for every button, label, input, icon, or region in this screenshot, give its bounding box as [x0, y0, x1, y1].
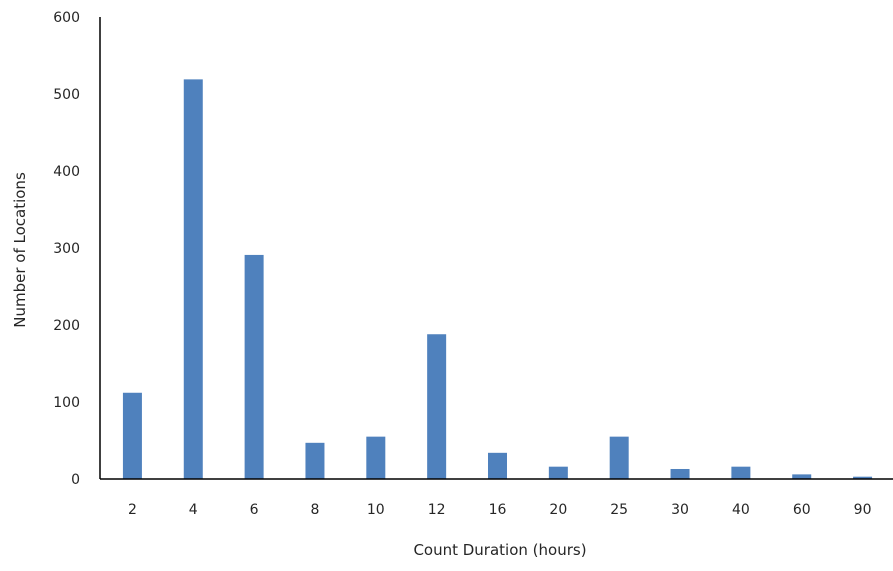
- x-tick-label: 6: [250, 502, 259, 518]
- y-tick-label: 600: [53, 10, 80, 26]
- x-tick-label: 12: [428, 502, 446, 518]
- bar: [244, 254, 264, 479]
- x-axis-tick-labels: 2 4 6 8 10 12 16 20 25 30 40 60 90: [128, 502, 872, 518]
- x-tick-label: 8: [311, 502, 320, 518]
- bar: [366, 436, 386, 479]
- x-tick-label: 60: [793, 502, 811, 518]
- bar: [548, 466, 568, 479]
- bar: [183, 79, 203, 480]
- y-tick-label: 0: [71, 472, 80, 488]
- axes: [99, 17, 893, 480]
- bar: [853, 476, 873, 479]
- x-tick-label: 90: [854, 502, 872, 518]
- y-axis-title: Number of Locations: [11, 172, 29, 328]
- bar: [427, 334, 447, 479]
- x-tick-label: 30: [671, 502, 689, 518]
- y-axis-tick-labels: 0 100 200 300 400 500 600: [53, 10, 80, 488]
- x-tick-label: 4: [189, 502, 198, 518]
- x-tick-label: 20: [549, 502, 567, 518]
- bar: [122, 392, 142, 479]
- x-tick-label: 2: [128, 502, 137, 518]
- bar: [488, 452, 507, 479]
- bar: [731, 466, 751, 479]
- bar: [305, 442, 325, 479]
- y-tick-label: 300: [53, 241, 80, 257]
- bar: [792, 474, 812, 479]
- bar: [609, 436, 629, 479]
- bars: [122, 79, 873, 480]
- x-tick-label: 10: [367, 502, 385, 518]
- y-tick-label: 200: [53, 318, 80, 334]
- y-tick-label: 100: [53, 395, 80, 411]
- x-tick-label: 25: [610, 502, 628, 518]
- x-tick-label: 40: [732, 502, 750, 518]
- x-axis-title: Count Duration (hours): [413, 541, 586, 559]
- y-tick-label: 500: [53, 87, 80, 103]
- x-tick-label: 16: [489, 502, 507, 518]
- bar: [670, 468, 690, 479]
- y-tick-label: 400: [53, 164, 80, 180]
